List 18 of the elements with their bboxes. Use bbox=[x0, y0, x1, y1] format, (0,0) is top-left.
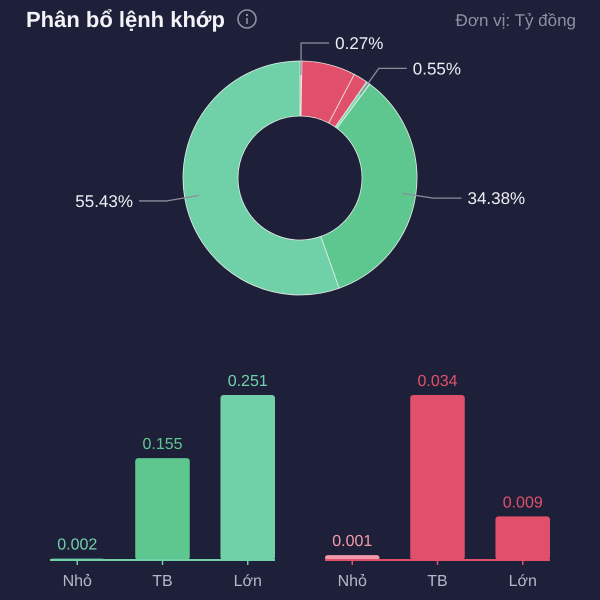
x-tick-label: Nhỏ bbox=[338, 573, 368, 590]
x-tick-label: Nhỏ bbox=[62, 573, 92, 590]
data-label: 0.55% bbox=[412, 59, 461, 78]
x-tick-label: TB bbox=[152, 573, 173, 590]
data-label: 0.001 bbox=[332, 533, 372, 550]
data-label: 0.155 bbox=[142, 436, 183, 454]
x-tick-label: Lớn bbox=[508, 573, 537, 590]
data-label: 0.251 bbox=[228, 373, 268, 390]
x-tick-label: TB bbox=[427, 573, 448, 590]
x-tick-label: Lớn bbox=[234, 573, 262, 590]
data-label: 0.009 bbox=[502, 494, 543, 512]
data-label: 0.034 bbox=[417, 373, 458, 390]
data-label: 34.38% bbox=[467, 189, 526, 208]
text: Đơn vị: Tỷ đồng bbox=[456, 11, 576, 30]
data-label: 55.43% bbox=[75, 192, 133, 211]
data-label: 0.27% bbox=[335, 34, 384, 54]
chart-title: Phân bổ lệnh khớp bbox=[26, 7, 225, 32]
data-label: 0.002 bbox=[57, 536, 98, 554]
